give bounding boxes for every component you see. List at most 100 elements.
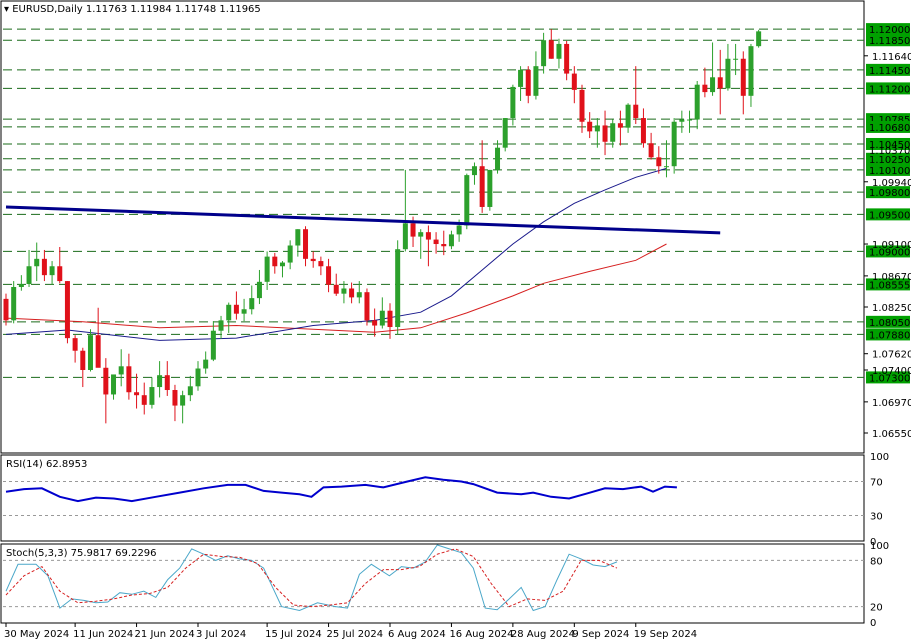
level-label: 1.10450 (869, 140, 910, 151)
candle-body (318, 261, 324, 267)
stochastic-pane[interactable]: 100 80 20 0 Stoch(5,3,3) 75.9817 69.2296 (3, 541, 889, 629)
candle-body (448, 234, 454, 247)
candle (740, 51, 746, 115)
candle-body (633, 104, 639, 119)
slow-moving-average-line (5, 243, 667, 333)
candle-body (341, 288, 347, 294)
time-tick-label: 3 Jul 2024 (196, 629, 246, 640)
candle (694, 80, 700, 130)
candle (95, 307, 101, 368)
rsi-pane[interactable]: 100 70 30 0 RSI(14) 62.8953 (3, 452, 889, 548)
candle-body (594, 125, 600, 132)
candle (118, 349, 124, 387)
candle-body (495, 147, 501, 170)
level-label-bg (866, 315, 910, 328)
candle (11, 281, 17, 324)
candle-body (571, 73, 577, 90)
candle (648, 132, 654, 160)
candle (26, 249, 32, 288)
time-tick-label: 6 Aug 2024 (388, 629, 446, 640)
candle-body (556, 43, 562, 59)
level-label-bg (866, 63, 910, 76)
candle-body (333, 284, 339, 294)
level-label-bg (866, 371, 910, 384)
candle (34, 242, 40, 282)
candles (3, 29, 762, 424)
candle (387, 303, 393, 339)
price-pane-frame (0, 0, 865, 454)
candle-body (111, 374, 117, 395)
rsi-tick-label: 30 (870, 512, 883, 523)
candle-body (141, 395, 147, 405)
level-label: 1.11850 (869, 36, 910, 47)
candle-body (663, 166, 669, 168)
candle (256, 269, 262, 305)
candle (310, 251, 316, 268)
candle (748, 43, 754, 107)
candle-body (579, 89, 585, 122)
candle (111, 374, 117, 400)
time-tick-label: 9 Sep 2024 (572, 629, 629, 640)
rsi-tick-label: 70 (870, 478, 883, 489)
candle-body (233, 304, 239, 314)
time-axis: 30 May 2024 11 Jun 2024 21 Jun 2024 3 Jul 2… (4, 623, 697, 640)
candle (87, 329, 93, 372)
candle (157, 361, 163, 398)
candle-body (648, 143, 654, 158)
candle-body (103, 367, 109, 395)
candle (233, 291, 239, 320)
time-tick-label: 28 Aug 2024 (511, 629, 575, 640)
candle (663, 140, 669, 178)
candle (164, 361, 170, 396)
candle-body (379, 310, 385, 326)
price-ticks: 1.11640 1.09940 1.09100 1.08670 1.08250 1.076… (864, 52, 911, 440)
candle (548, 29, 554, 59)
price-tick-label: 1.09940 (872, 178, 911, 189)
candle (372, 308, 378, 337)
candle (379, 297, 385, 329)
candle-body (533, 66, 539, 96)
candle-body (587, 121, 593, 132)
candle (564, 40, 570, 81)
price-tick-label: 1.07620 (872, 350, 911, 361)
candle-body (710, 77, 716, 93)
stochastic-pane-frame (0, 543, 865, 624)
candle-body (149, 387, 155, 405)
level-label-bg (866, 34, 910, 47)
candle (103, 358, 109, 424)
candle (610, 119, 616, 148)
stoch-series-line (5, 548, 618, 608)
candle (579, 84, 585, 133)
level-extra-label: 1.10370 (869, 146, 910, 157)
candle-body (733, 58, 739, 60)
candle (134, 373, 140, 409)
candle (464, 173, 470, 230)
level-label: 1.10785 (869, 115, 910, 126)
rsi-series-line (5, 476, 677, 503)
candle (687, 110, 693, 133)
candle-body (679, 119, 685, 122)
candle (717, 49, 723, 115)
candle-body (118, 366, 124, 375)
symbol-label: EURUSD,Daily (12, 4, 83, 15)
candle (433, 232, 439, 254)
candle-body (610, 123, 616, 142)
time-tick-label: 30 May 2024 (4, 629, 69, 640)
stoch-tick-label: 0 (870, 618, 876, 629)
candle (210, 321, 216, 362)
candle-body (725, 58, 731, 89)
candle-body (441, 244, 447, 247)
candle-body (625, 104, 631, 128)
candle-body (11, 287, 17, 321)
candle-body (548, 40, 554, 59)
level-label: 1.09800 (869, 188, 910, 199)
price-tick-label: 1.09100 (872, 240, 911, 251)
candle (395, 240, 401, 335)
candle-body (241, 309, 247, 314)
candle (448, 230, 454, 250)
candle-body (180, 395, 186, 406)
level-label-bg (866, 208, 910, 221)
candle-body (203, 359, 209, 369)
